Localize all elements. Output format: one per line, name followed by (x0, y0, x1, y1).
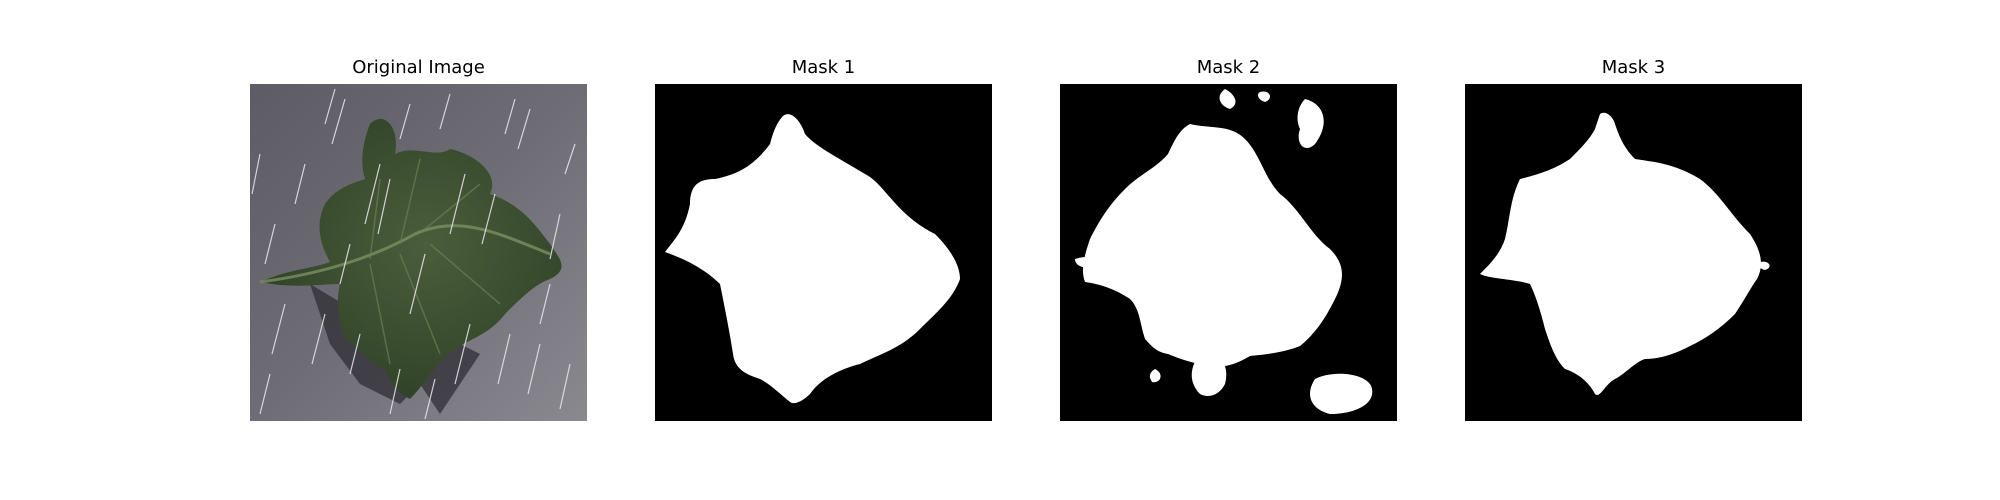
panel-title: Mask 1 (791, 57, 856, 78)
panel-mask-3: Mask 3 (1465, 0, 1802, 500)
panel-title: Original Image (352, 57, 485, 78)
mask-3-image (1465, 84, 1802, 421)
panel-title: Mask 3 (1601, 57, 1666, 78)
mask-1-image (655, 84, 992, 421)
panel-mask-1: Mask 1 (655, 0, 992, 500)
mask-2-image (1060, 84, 1397, 421)
panel-mask-2: Mask 2 (1060, 0, 1397, 500)
panel-original-image: Original Image (250, 0, 587, 500)
panel-title: Mask 2 (1196, 57, 1261, 78)
original-leaf-image (250, 84, 587, 421)
